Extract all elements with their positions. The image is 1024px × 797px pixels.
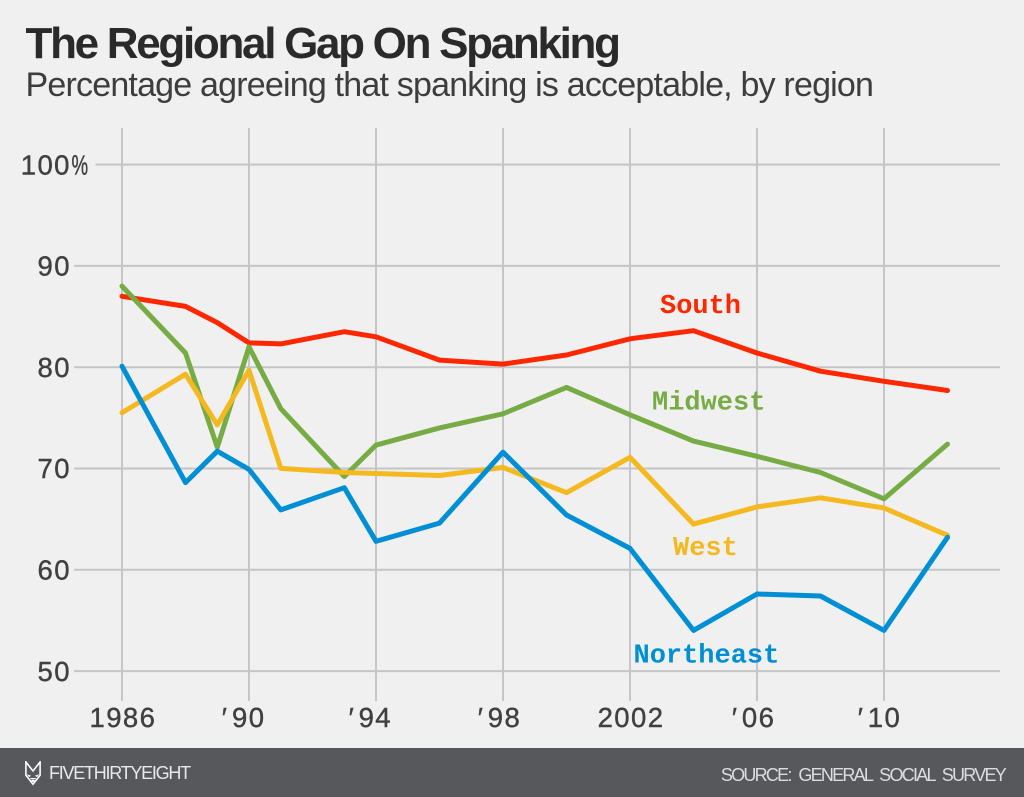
svg-text:90: 90: [38, 251, 71, 282]
svg-text:98: 98: [488, 702, 521, 733]
svg-text:70: 70: [38, 453, 71, 484]
svg-text:06: 06: [742, 702, 775, 733]
svg-text:′: ′: [222, 702, 229, 733]
svg-text:80: 80: [38, 352, 71, 383]
svg-text:South: South: [660, 292, 741, 322]
svg-text:Northeast: Northeast: [634, 642, 780, 672]
svg-text:60: 60: [38, 555, 71, 586]
svg-text:′: ′: [732, 702, 739, 733]
svg-text:2002: 2002: [598, 702, 665, 733]
svg-text:50: 50: [38, 656, 71, 687]
svg-text:90: 90: [232, 702, 265, 733]
svg-text:′: ′: [858, 702, 865, 733]
svg-text:1986: 1986: [90, 702, 157, 733]
svg-text:′: ′: [478, 702, 485, 733]
svg-text:94: 94: [359, 702, 392, 733]
svg-text:Midwest: Midwest: [652, 389, 765, 419]
svg-text:%: %: [72, 150, 90, 180]
svg-text:West: West: [673, 534, 738, 564]
svg-text:10: 10: [868, 702, 901, 733]
svg-text:′: ′: [349, 702, 356, 733]
svg-text:100: 100: [21, 150, 71, 181]
